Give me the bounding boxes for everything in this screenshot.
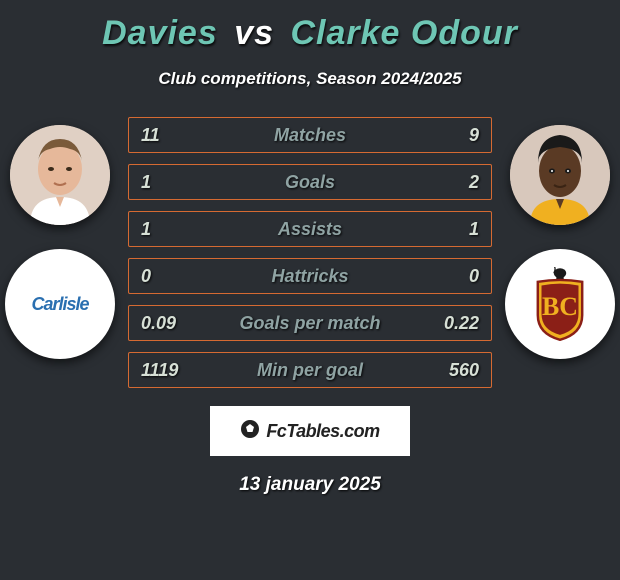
stat-row: 0.09Goals per match0.22 [128, 305, 492, 341]
stat-label: Assists [197, 219, 423, 240]
stat-label: Min per goal [197, 360, 423, 381]
stat-row: 1Assists1 [128, 211, 492, 247]
stat-right-value: 0.22 [423, 313, 479, 334]
player2-name: Clarke Odour [290, 14, 517, 52]
stat-right-value: 9 [423, 125, 479, 146]
svg-text:BC: BC [542, 292, 578, 321]
stats-column: 11Matches91Goals21Assists10Hattricks00.0… [120, 117, 500, 388]
footer-attribution: FcTables.com [210, 406, 410, 456]
football-icon [240, 419, 260, 444]
stat-row: 1119Min per goal560 [128, 352, 492, 388]
player1-name: Davies [102, 14, 218, 52]
stat-left-value: 1119 [141, 360, 197, 381]
footer-site: FcTables.com [240, 419, 379, 444]
footer-site-text: FcTables.com [266, 421, 379, 441]
stat-label: Hattricks [197, 266, 423, 287]
player2-club-badge: BC [505, 249, 615, 359]
vs-text: vs [234, 14, 274, 52]
stat-right-value: 1 [423, 219, 479, 240]
stat-left-value: 0.09 [141, 313, 197, 334]
subtitle: Club competitions, Season 2024/2025 [158, 69, 461, 89]
player1-club-name: Carlisle [31, 294, 88, 315]
comparison-card: Davies vs Clarke Odour Club competitions… [0, 0, 620, 506]
stat-label: Goals per match [197, 313, 423, 334]
player2-club-crest: BC [523, 267, 597, 341]
stat-label: Matches [197, 125, 423, 146]
left-column: Carlisle [0, 117, 120, 359]
stat-right-value: 2 [423, 172, 479, 193]
player1-avatar [10, 125, 110, 225]
right-column: BC [500, 117, 620, 359]
player1-club-badge: Carlisle [5, 249, 115, 359]
date: 13 january 2025 [239, 474, 381, 496]
stat-row: 0Hattricks0 [128, 258, 492, 294]
title: Davies vs Clarke Odour [102, 14, 518, 53]
stat-left-value: 11 [141, 125, 197, 146]
player2-avatar [510, 125, 610, 225]
stat-right-value: 0 [423, 266, 479, 287]
stat-left-value: 1 [141, 172, 197, 193]
stat-row: 11Matches9 [128, 117, 492, 153]
stat-right-value: 560 [423, 360, 479, 381]
main-row: Carlisle 11Matches91Goals21Assists10Hatt… [0, 117, 620, 388]
stat-label: Goals [197, 172, 423, 193]
stat-left-value: 0 [141, 266, 197, 287]
stat-left-value: 1 [141, 219, 197, 240]
stat-row: 1Goals2 [128, 164, 492, 200]
